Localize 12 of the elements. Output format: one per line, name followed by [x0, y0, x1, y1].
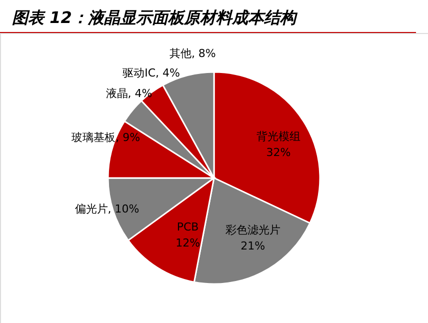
data-label: 21% [240, 240, 266, 253]
slice-label: 玻璃基板, 9% [72, 130, 140, 144]
slice-label: 彩色滤光片 [225, 224, 280, 237]
slice-label: 偏光片, 10% [74, 202, 140, 216]
chart-title: 图表 12：液晶显示面板原材料成本结构 [0, 0, 416, 33]
data-label: 32% [266, 146, 291, 159]
slice-label: 其他, 8% [169, 46, 216, 60]
slice-label: 背光模组 [256, 130, 300, 143]
data-label: 12% [176, 236, 200, 250]
slice-label: 驱动IC, 4% [122, 66, 180, 80]
slice-label: 液晶, 4% [106, 87, 152, 100]
slice-label: PCB [176, 220, 199, 234]
